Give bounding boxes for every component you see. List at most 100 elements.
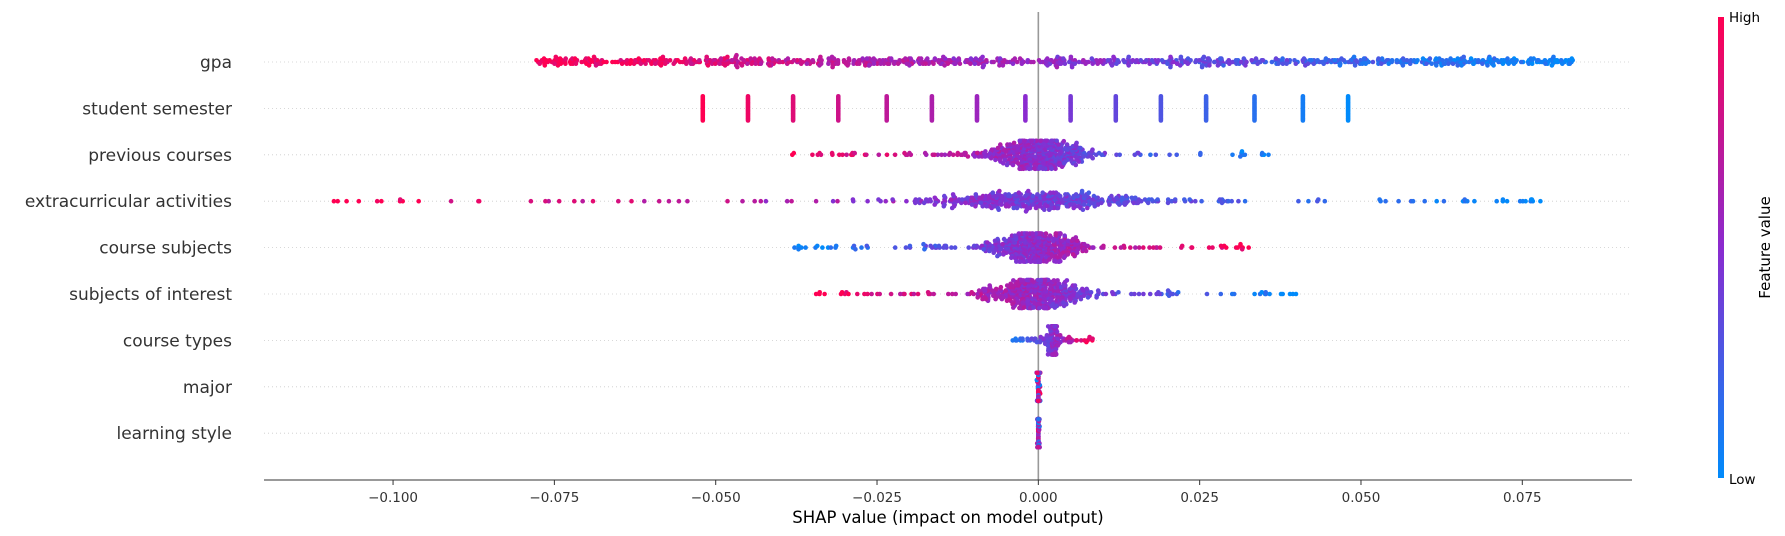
shap-point (1002, 157, 1008, 163)
shap-point (1169, 198, 1175, 204)
shap-point (1049, 303, 1055, 309)
shap-point (1480, 58, 1486, 63)
shap-point (913, 197, 918, 202)
shap-point (1045, 324, 1051, 329)
shap-point (573, 61, 579, 66)
shap-point (936, 243, 942, 249)
shap-point (943, 243, 949, 249)
shap-point (989, 247, 994, 252)
shap-point (624, 58, 630, 63)
shap-point (1016, 190, 1022, 195)
shap-point (1242, 198, 1248, 204)
shap-point (616, 198, 621, 204)
shap-point (1083, 61, 1088, 66)
shap-point (1242, 152, 1248, 158)
shap-point (1095, 61, 1100, 66)
shap-point (1154, 291, 1159, 297)
shap-point (831, 56, 837, 61)
shap-point (1167, 152, 1172, 158)
shap-point (949, 205, 955, 211)
shap-point (973, 56, 979, 61)
shap-point (1015, 281, 1020, 287)
shap-point (1174, 61, 1180, 66)
shap-point (998, 247, 1003, 252)
shap-point (335, 198, 341, 204)
shap-point (1056, 142, 1061, 147)
shap-point (1049, 166, 1054, 172)
shap-point (563, 61, 568, 66)
shap-point (619, 61, 625, 66)
shap-point (1455, 56, 1460, 61)
shap-point (796, 243, 801, 249)
shap-point (590, 198, 596, 204)
shap-point (580, 198, 585, 204)
shap-point (1178, 54, 1184, 60)
shap-point (1400, 63, 1406, 68)
shap-point (907, 150, 912, 156)
shap-point (975, 295, 980, 300)
shap-point (1528, 197, 1534, 202)
shap-point (1081, 154, 1086, 159)
shap-point (1081, 193, 1087, 199)
shap-point (1218, 243, 1224, 249)
shap-point (1066, 339, 1072, 345)
shap-point (1427, 56, 1433, 61)
shap-point (1014, 259, 1019, 264)
shap-point (925, 56, 930, 61)
shap-point (1379, 56, 1385, 61)
shap-point (1468, 56, 1474, 61)
shap-point (1016, 231, 1022, 236)
shap-point (1198, 150, 1203, 156)
shap-point (397, 197, 403, 202)
shap-point (1238, 154, 1243, 159)
shap-point (777, 59, 783, 65)
feature-label: previous courses (88, 146, 232, 166)
colorbar-title: Feature value (1756, 196, 1774, 298)
shap-point (1032, 259, 1037, 264)
shap-point (1130, 58, 1136, 63)
shap-point (1085, 295, 1091, 300)
shap-point (903, 56, 908, 61)
x-tick-label: −0.050 (691, 490, 741, 506)
shap-point (1135, 200, 1141, 206)
shap-point (1073, 162, 1079, 168)
shap-point (1377, 197, 1382, 202)
shap-point (1030, 231, 1036, 236)
shap-point (739, 63, 745, 68)
shap-point (1353, 58, 1359, 63)
shap-point (997, 188, 1002, 194)
shap-point (1461, 54, 1466, 60)
shap-point (951, 56, 956, 61)
shap-point (946, 291, 951, 297)
shap-point (1081, 293, 1087, 299)
shap-point (1332, 58, 1338, 63)
shap-point (1205, 56, 1211, 61)
shap-point (1345, 118, 1351, 123)
shap-point (1168, 54, 1173, 60)
shap-point (1002, 147, 1007, 152)
shap-point (998, 284, 1004, 290)
shap-point (1063, 192, 1068, 197)
shap-point (1023, 118, 1028, 123)
shap-point (1070, 236, 1076, 242)
shap-point (1337, 63, 1343, 68)
shap-point (1133, 245, 1138, 250)
shap-point (586, 63, 592, 68)
shap-point (851, 61, 856, 66)
shap-point (996, 207, 1001, 212)
shap-point (871, 56, 876, 61)
shap-point (1494, 58, 1500, 63)
shap-point (939, 152, 944, 158)
shap-point (1051, 236, 1057, 242)
shap-point (1239, 149, 1245, 154)
shap-point (1053, 166, 1058, 172)
shap-point (1074, 338, 1080, 343)
shap-point (925, 290, 931, 295)
shap-point (1168, 64, 1173, 70)
shap-point (1147, 291, 1153, 297)
shap-point (1415, 58, 1420, 63)
shap-point (1000, 63, 1006, 68)
shap-point (1055, 278, 1060, 283)
shap-point (1109, 63, 1115, 68)
shap-point (1560, 61, 1565, 66)
